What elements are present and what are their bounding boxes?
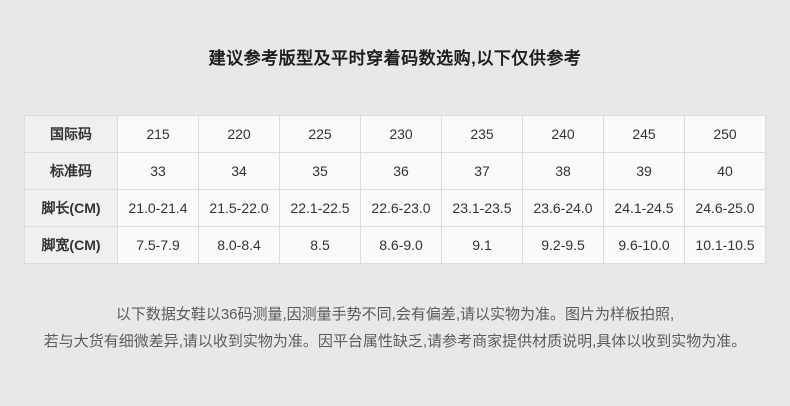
size-value-cell: 230 [360, 115, 442, 153]
table-row-standard-size: 标准码 33 34 35 36 37 38 39 40 [24, 152, 766, 190]
size-value-cell: 225 [279, 115, 361, 153]
size-value-cell: 21.5-22.0 [198, 189, 280, 227]
size-value-cell: 235 [441, 115, 523, 153]
size-value-cell: 23.1-23.5 [441, 189, 523, 227]
size-value-cell: 37 [441, 152, 523, 190]
footer-line-1: 以下数据女鞋以36码测量,因测量手势不同,会有偏差,请以实物为准。图片为样板拍照… [115, 306, 675, 323]
size-value-cell: 23.6-24.0 [522, 189, 604, 227]
table-row-international-size: 国际码 215 220 225 230 235 240 245 250 [24, 115, 766, 153]
size-value-cell: 34 [198, 152, 280, 190]
size-value-cell: 33 [117, 152, 199, 190]
size-value-cell: 9.1 [441, 226, 523, 264]
table-row-foot-length: 脚长(CM) 21.0-21.4 21.5-22.0 22.1-22.5 22.… [24, 189, 766, 227]
size-value-cell: 250 [684, 115, 766, 153]
row-label-cell: 脚宽(CM) [24, 226, 118, 264]
size-value-cell: 21.0-21.4 [117, 189, 199, 227]
size-value-cell: 24.6-25.0 [684, 189, 766, 227]
size-value-cell: 9.6-10.0 [603, 226, 685, 264]
size-value-cell: 215 [117, 115, 199, 153]
size-value-cell: 10.1-10.5 [684, 226, 766, 264]
size-value-cell: 22.1-22.5 [279, 189, 361, 227]
footer-note: 以下数据女鞋以36码测量,因测量手势不同,会有偏差,请以实物为准。图片为样板拍照… [0, 301, 790, 355]
size-value-cell: 240 [522, 115, 604, 153]
row-label-cell: 国际码 [24, 115, 118, 153]
size-value-cell: 40 [684, 152, 766, 190]
size-value-cell: 7.5-7.9 [117, 226, 199, 264]
page-title: 建议参考版型及平时穿着码数选购,以下仅供参考 [208, 49, 582, 68]
footer-line-2: 若与大货有细微差异,请以收到实物为准。因平台属性缺乏,请参考商家提供材质说明,具… [43, 333, 747, 350]
size-value-cell: 35 [279, 152, 361, 190]
size-value-cell: 39 [603, 152, 685, 190]
size-value-cell: 38 [522, 152, 604, 190]
size-chart-table: 国际码 215 220 225 230 235 240 245 250 标准码 … [24, 115, 766, 264]
size-value-cell: 8.6-9.0 [360, 226, 442, 264]
size-value-cell: 36 [360, 152, 442, 190]
size-value-cell: 9.2-9.5 [522, 226, 604, 264]
size-value-cell: 24.1-24.5 [603, 189, 685, 227]
row-label-cell: 脚长(CM) [24, 189, 118, 227]
table-row-foot-width: 脚宽(CM) 7.5-7.9 8.0-8.4 8.5 8.6-9.0 9.1 9… [24, 226, 766, 264]
size-value-cell: 245 [603, 115, 685, 153]
size-value-cell: 8.5 [279, 226, 361, 264]
size-value-cell: 22.6-23.0 [360, 189, 442, 227]
size-value-cell: 8.0-8.4 [198, 226, 280, 264]
size-value-cell: 220 [198, 115, 280, 153]
row-label-cell: 标准码 [24, 152, 118, 190]
